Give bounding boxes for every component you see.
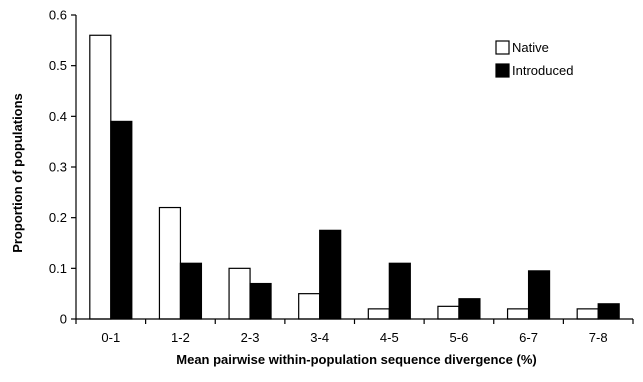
x-tick-label: 4-5 — [380, 330, 399, 345]
bar-introduced-7-8 — [597, 303, 620, 320]
y-ticks-group: 0 0.1 0.2 0.3 0.4 0.5 0.6 — [49, 8, 76, 327]
legend-label-introduced: Introduced — [512, 63, 573, 78]
bar-introduced-4-5 — [388, 262, 411, 320]
bar-introduced-2-3 — [249, 282, 272, 320]
x-tick-label: 6-7 — [519, 330, 538, 345]
y-tick-label: 0 — [60, 312, 67, 327]
legend-label-native: Native — [512, 40, 549, 55]
y-axis-title: Proportion of populations — [10, 93, 25, 253]
x-tick-label: 5-6 — [450, 330, 469, 345]
bar-native-4-5 — [367, 308, 390, 320]
bar-native-5-6 — [437, 305, 460, 320]
bar-introduced-6-7 — [527, 270, 551, 320]
x-tick-label: 1-2 — [171, 330, 190, 345]
y-tick-label: 0.6 — [49, 8, 67, 23]
x-ticks-group: 0-1 1-2 2-3 3-4 4-5 5-6 6-7 7-8 — [75, 319, 634, 345]
bar-introduced-0-1 — [110, 120, 133, 320]
bar-native-3-4 — [298, 293, 321, 320]
bar-native-2-3 — [228, 267, 251, 320]
y-tick-label: 0.2 — [49, 210, 67, 225]
bar-native-6-7 — [506, 308, 530, 320]
x-tick-label: 3-4 — [310, 330, 329, 345]
bar-introduced-3-4 — [319, 229, 342, 320]
x-tick-label: 2-3 — [241, 330, 260, 345]
x-tick-label: 7-8 — [589, 330, 608, 345]
y-tick-label: 0.5 — [49, 58, 67, 73]
bar-native-1-2 — [158, 206, 182, 320]
x-axis-title: Mean pairwise within-population sequence… — [176, 352, 536, 367]
y-tick-label: 0.4 — [49, 109, 67, 124]
bar-native-0-1 — [89, 34, 112, 320]
y-tick-label: 0.1 — [49, 261, 67, 276]
legend-swatch-introduced — [495, 63, 510, 78]
bar-native-7-8 — [576, 308, 599, 320]
bar-introduced-5-6 — [458, 298, 481, 320]
legend-swatch-native — [495, 40, 510, 55]
bar-introduced-1-2 — [179, 262, 203, 320]
legend: Native Introduced — [495, 40, 573, 78]
x-tick-label: 0-1 — [101, 330, 120, 345]
y-tick-label: 0.3 — [49, 160, 67, 175]
